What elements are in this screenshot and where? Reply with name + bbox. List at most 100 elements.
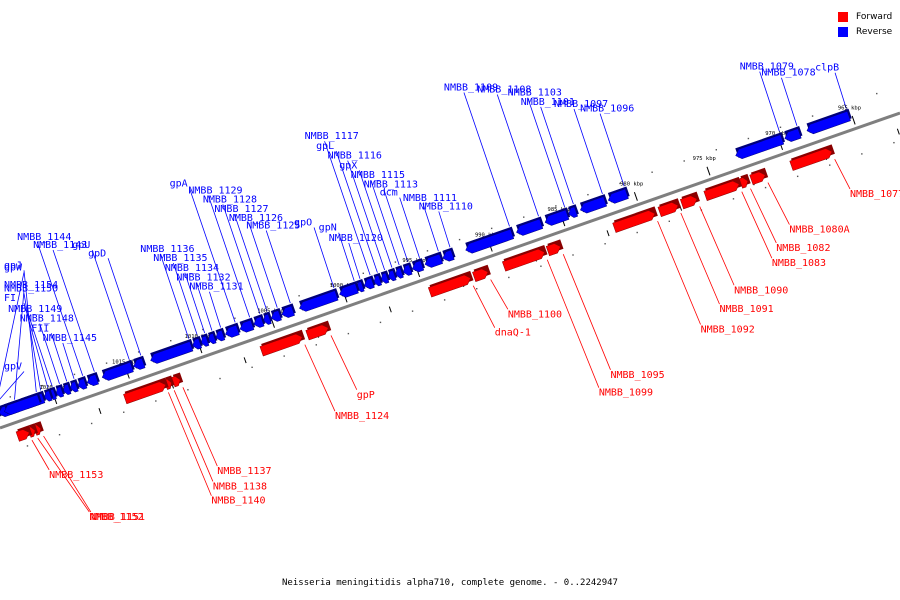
- reverse-gene-arrow[interactable]: [606, 186, 630, 205]
- reverse-gene-arrow[interactable]: [393, 265, 405, 279]
- forward-gene-arrow[interactable]: [789, 144, 835, 171]
- reverse-gene-label[interactable]: clpB: [815, 63, 839, 74]
- forward-gene-label[interactable]: NMBB_1152: [89, 512, 143, 523]
- reverse-gene-label[interactable]: NMBB_1154: [4, 280, 58, 291]
- reverse-gene-arrow[interactable]: [362, 275, 376, 290]
- forward-gene-arrow[interactable]: [171, 372, 184, 388]
- reverse-gene-arrow[interactable]: [190, 335, 203, 351]
- reverse-gene-arrow[interactable]: [214, 327, 227, 343]
- reverse-gene-label[interactable]: NMBB_1120: [329, 233, 383, 244]
- reverse-gene-label[interactable]: gpJ: [4, 260, 22, 271]
- reverse-gene-label[interactable]: NMBB_1126: [229, 213, 283, 224]
- forward-gene-label[interactable]: NMBB_1140: [211, 496, 265, 507]
- reverse-gene-arrow[interactable]: [514, 216, 545, 237]
- reverse-gene-label[interactable]: gpN: [319, 223, 337, 234]
- reverse-gene-label[interactable]: NMBB_1109: [444, 82, 498, 93]
- reverse-gene-arrow[interactable]: [337, 281, 360, 299]
- reverse-gene-label[interactable]: NMBB_1128: [203, 194, 257, 205]
- reverse-gene-label[interactable]: NMBB_1108: [477, 85, 531, 96]
- reverse-gene-label[interactable]: NMBB_1134: [165, 263, 219, 274]
- reverse-gene-label[interactable]: NMBB_1125: [246, 221, 300, 232]
- forward-gene-label[interactable]: NMBB_1138: [213, 481, 267, 492]
- reverse-gene-arrow[interactable]: [386, 267, 398, 282]
- reverse-gene-arrow[interactable]: [2, 392, 42, 416]
- forward-gene-arrow[interactable]: [749, 167, 769, 185]
- forward-gene-label[interactable]: gpP: [357, 390, 375, 401]
- reverse-gene-arrow[interactable]: [85, 371, 101, 387]
- reverse-gene-arrow[interactable]: [252, 314, 266, 329]
- reverse-gene-label[interactable]: NMBB_1117: [305, 131, 359, 142]
- reverse-gene-label[interactable]: NMBB_1103: [508, 88, 562, 99]
- reverse-gene-label[interactable]: NMBB_1129: [188, 186, 242, 197]
- reverse-gene-label[interactable]: gpO: [294, 218, 312, 229]
- reverse-gene-arrow[interactable]: [131, 355, 147, 371]
- forward-gene-arrow[interactable]: [259, 329, 306, 357]
- reverse-gene-label[interactable]: NMBB_1078: [761, 68, 815, 79]
- forward-gene-label[interactable]: NMBB_1090: [734, 285, 788, 296]
- reverse-gene-arrow[interactable]: [372, 272, 384, 287]
- reverse-gene-arrow[interactable]: [410, 258, 426, 273]
- reverse-gene-label[interactable]: NMBB_1110: [419, 201, 473, 212]
- reverse-gene-arrow[interactable]: [543, 207, 571, 227]
- forward-gene-label[interactable]: NMBB_1137: [217, 466, 271, 477]
- reverse-gene-label[interactable]: NMBB_1127: [214, 204, 268, 215]
- reverse-gene-arrow[interactable]: [733, 132, 786, 160]
- reverse-gene-label[interactable]: NMBB_1144: [17, 232, 71, 243]
- reverse-gene-label[interactable]: FII: [31, 323, 49, 334]
- forward-gene-label[interactable]: dnaQ-1: [495, 328, 531, 339]
- forward-gene-arrow[interactable]: [703, 176, 743, 201]
- forward-gene-label[interactable]: NMBB_1100: [508, 309, 562, 320]
- reverse-gene-label[interactable]: NMBB_1096: [580, 104, 634, 115]
- reverse-gene-label[interactable]: FI: [4, 293, 16, 304]
- reverse-gene-arrow[interactable]: [379, 270, 391, 284]
- reverse-gene-label[interactable]: gpX: [339, 160, 357, 171]
- forward-gene-label[interactable]: NMBB_1080A: [789, 225, 849, 236]
- reverse-gene-label[interactable]: NMBB_1097: [554, 99, 608, 110]
- reverse-gene-arrow[interactable]: [261, 311, 273, 325]
- forward-gene-label[interactable]: NMBB_1083: [772, 258, 826, 269]
- forward-gene-arrow[interactable]: [738, 173, 752, 189]
- reverse-gene-arrow[interactable]: [238, 317, 256, 334]
- reverse-gene-label[interactable]: NMBB_1136: [140, 244, 194, 255]
- reverse-gene-arrow[interactable]: [578, 194, 609, 215]
- reverse-gene-arrow[interactable]: [423, 251, 445, 270]
- forward-gene-arrow[interactable]: [305, 320, 332, 341]
- reverse-gene-label[interactable]: NMBB_1135: [153, 253, 207, 264]
- reverse-gene-label[interactable]: gpA: [170, 178, 188, 189]
- reverse-gene-label[interactable]: NMBB_1111: [403, 193, 457, 204]
- reverse-gene-label[interactable]: gpD: [88, 248, 106, 259]
- reverse-gene-arrow[interactable]: [566, 204, 579, 219]
- forward-gene-arrow[interactable]: [679, 191, 701, 210]
- forward-gene-arrow[interactable]: [27, 423, 39, 438]
- reverse-gene-label[interactable]: dcm: [380, 188, 398, 199]
- reverse-gene-arrow[interactable]: [440, 247, 456, 262]
- reverse-gene-label[interactable]: gpU: [72, 240, 90, 251]
- reverse-gene-label[interactable]: NMBB_1143: [33, 240, 87, 251]
- forward-gene-label[interactable]: NMBB_1092: [701, 325, 755, 336]
- forward-gene-arrow[interactable]: [545, 239, 565, 257]
- reverse-gene-arrow[interactable]: [54, 384, 66, 398]
- reverse-gene-arrow[interactable]: [100, 359, 135, 382]
- reverse-gene-arrow[interactable]: [805, 108, 853, 136]
- forward-gene-arrow[interactable]: [612, 206, 658, 233]
- reverse-gene-label[interactable]: NMBB_1116: [328, 151, 382, 162]
- reverse-gene-arrow[interactable]: [280, 303, 297, 319]
- reverse-gene-label[interactable]: NMBB_1131: [189, 282, 243, 293]
- reverse-gene-label[interactable]: gpV: [4, 361, 22, 372]
- reverse-gene-arrow[interactable]: [463, 226, 516, 255]
- forward-gene-label[interactable]: NMBB_1099: [599, 388, 653, 399]
- reverse-gene-arrow[interactable]: [206, 330, 218, 345]
- reverse-gene-label[interactable]: NMBB_1132: [176, 272, 230, 283]
- reverse-gene-arrow[interactable]: [199, 333, 211, 347]
- reverse-gene-label[interactable]: NMBB_1145: [43, 333, 97, 344]
- reverse-gene-label[interactable]: NMBB_1149: [8, 304, 62, 315]
- forward-gene-label[interactable]: NMBB_1095: [611, 370, 665, 381]
- forward-gene-arrow[interactable]: [123, 377, 169, 405]
- reverse-gene-label[interactable]: NMBB_1148: [20, 314, 74, 325]
- reverse-gene-arrow[interactable]: [76, 376, 89, 391]
- reverse-gene-arrow[interactable]: [68, 379, 80, 393]
- reverse-gene-arrow[interactable]: [269, 307, 283, 323]
- reverse-gene-arrow[interactable]: [223, 322, 241, 339]
- forward-gene-arrow[interactable]: [657, 198, 682, 218]
- reverse-gene-label[interactable]: gpW: [4, 262, 23, 273]
